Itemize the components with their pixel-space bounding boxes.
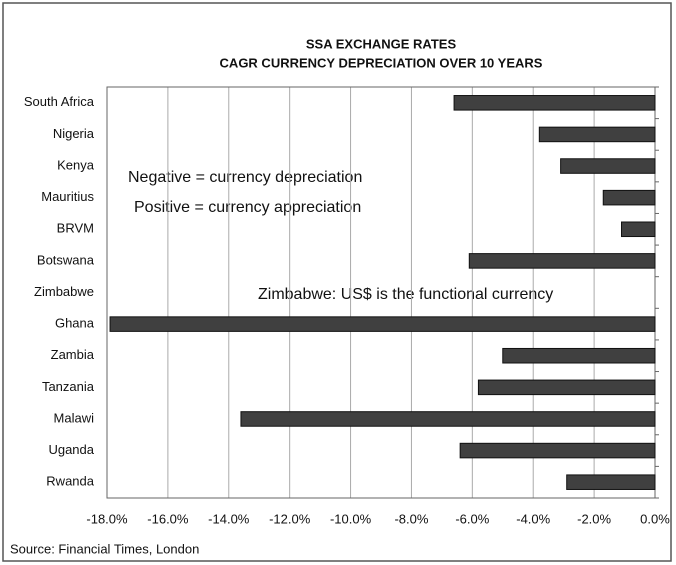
y-tick-label: Rwanda (46, 474, 94, 489)
chart-title: SSA EXCHANGE RATES (306, 36, 457, 51)
bar (538, 126, 656, 143)
bar (109, 316, 656, 332)
y-tick-label: Malawi (54, 410, 95, 425)
annotation: Zimbabwe: US$ is the functional currency (258, 286, 553, 303)
x-tick-label: -4.0% (516, 511, 550, 526)
bar (240, 411, 656, 427)
x-tick-label: -12.0% (269, 511, 311, 526)
bar (453, 95, 656, 111)
y-tick-label: BRVM (57, 221, 94, 236)
y-tick-label: Ghana (55, 316, 95, 331)
bar (602, 189, 656, 206)
y-tick-label: Botswana (37, 252, 95, 267)
x-tick-label: -8.0% (394, 511, 428, 526)
annotation: Positive = currency appreciation (134, 199, 361, 216)
bar (502, 347, 656, 364)
x-tick-label: -10.0% (330, 511, 372, 526)
bar (566, 474, 656, 490)
bar (477, 379, 656, 396)
x-tick-label: -18.0% (86, 511, 128, 526)
x-tick-label: 0.0% (640, 511, 670, 526)
y-tick-label: Tanzania (42, 379, 95, 394)
x-tick-label: -14.0% (208, 511, 250, 526)
x-tick-label: -6.0% (455, 511, 489, 526)
plot-frame (106, 86, 656, 499)
x-tick-label: -16.0% (147, 511, 189, 526)
y-tick-label: Uganda (48, 442, 94, 457)
y-tick-label: Mauritius (41, 189, 94, 204)
bar (621, 221, 656, 238)
x-tick-label: -2.0% (577, 511, 611, 526)
y-tick-label: Nigeria (53, 126, 95, 141)
chart-subtitle: CAGR CURRENCY DEPRECIATION OVER 10 YEARS (220, 55, 543, 70)
annotation: Negative = currency depreciation (128, 169, 362, 186)
source-note: Source: Financial Times, London (10, 541, 199, 556)
y-tick-label: Kenya (57, 157, 95, 172)
bar (468, 253, 656, 269)
y-tick-label: Zambia (51, 347, 95, 362)
y-tick-label: South Africa (24, 94, 95, 109)
bar (560, 158, 656, 174)
bar (459, 442, 656, 459)
y-tick-label: Zimbabwe (34, 284, 94, 299)
